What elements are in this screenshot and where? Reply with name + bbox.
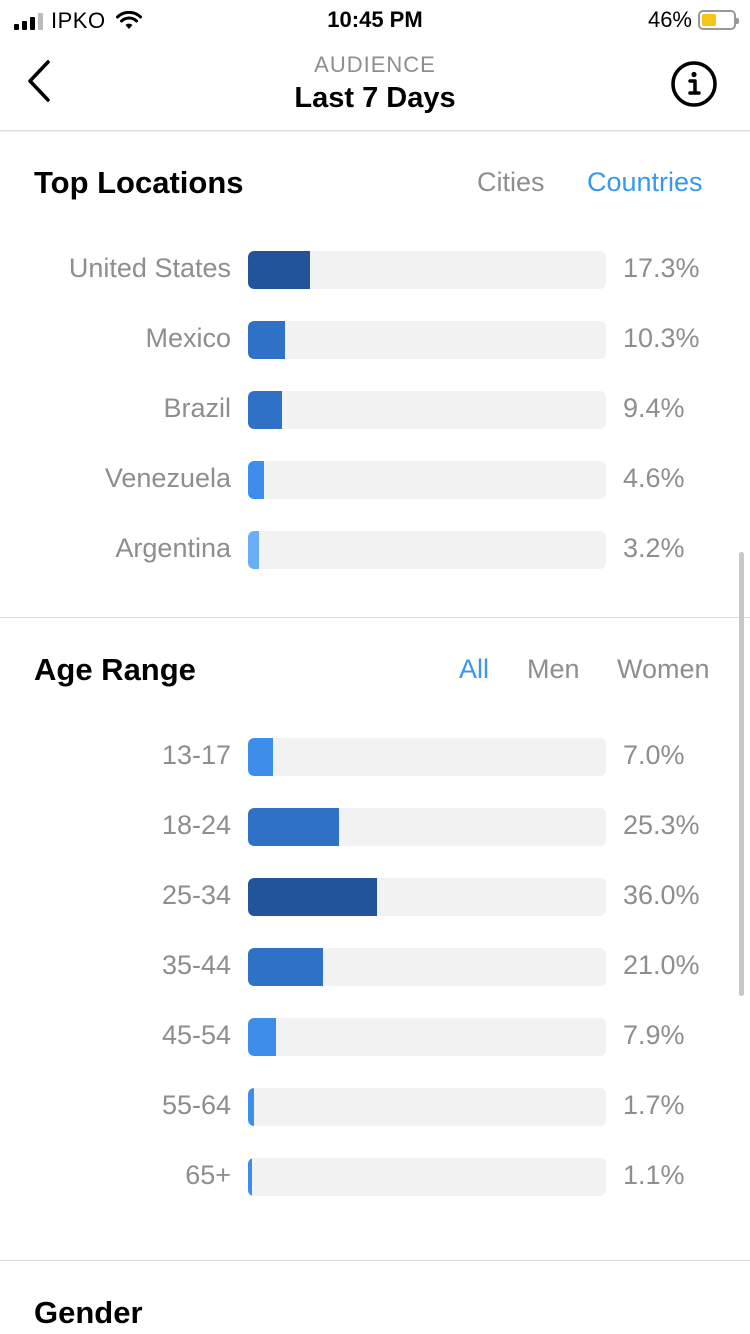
age-bar-track <box>248 1088 606 1126</box>
age-bar-fill <box>248 1088 254 1126</box>
age-bar-track <box>248 808 606 846</box>
nav-divider <box>0 131 750 132</box>
location-row: United States 17.3% <box>0 251 750 289</box>
age-bar-track <box>248 738 606 776</box>
age-range-title: Age Range <box>34 652 196 687</box>
location-bar-track <box>248 531 606 569</box>
battery-level <box>702 14 716 26</box>
age-label: 25-34 <box>161 880 231 910</box>
age-bar-fill <box>248 1158 252 1196</box>
location-row: Brazil 9.4% <box>0 391 750 429</box>
location-percent: 4.6% <box>623 463 685 493</box>
nav-subtitle: AUDIENCE <box>314 52 436 77</box>
age-percent: 1.7% <box>623 1090 685 1120</box>
scrollbar[interactable] <box>739 552 744 996</box>
age-percent: 7.0% <box>623 740 685 770</box>
age-bar-fill <box>248 738 273 776</box>
info-button[interactable] <box>670 60 718 108</box>
info-icon <box>671 61 717 107</box>
tab-women[interactable]: Women <box>617 654 710 684</box>
age-row: 45-54 7.9% <box>0 1018 750 1056</box>
age-label: 65+ <box>185 1160 231 1190</box>
location-bar-track <box>248 391 606 429</box>
age-row: 25-34 36.0% <box>0 878 750 916</box>
age-percent: 1.1% <box>623 1160 685 1190</box>
age-bar-track <box>248 878 606 916</box>
carrier-name: IPKO <box>51 8 106 33</box>
tab-men[interactable]: Men <box>527 654 580 684</box>
location-bar-fill <box>248 391 282 429</box>
age-row: 18-24 25.3% <box>0 808 750 846</box>
battery-cap <box>736 18 739 24</box>
battery-icon <box>698 10 739 30</box>
age-bar-track <box>248 948 606 986</box>
location-percent: 3.2% <box>623 533 685 563</box>
age-bar-fill <box>248 808 339 846</box>
location-bar-fill <box>248 321 285 359</box>
clock: 10:45 PM <box>327 7 423 32</box>
back-button[interactable] <box>22 58 62 104</box>
location-percent: 9.4% <box>623 393 685 423</box>
chevron-left-icon <box>28 60 50 102</box>
section-divider <box>0 617 750 618</box>
age-bar-track <box>248 1018 606 1056</box>
location-label: Mexico <box>145 323 231 353</box>
location-row: Venezuela 4.6% <box>0 461 750 499</box>
age-row: 35-44 21.0% <box>0 948 750 986</box>
age-bar-fill <box>248 878 377 916</box>
age-label: 35-44 <box>161 950 231 980</box>
location-percent: 10.3% <box>623 323 700 353</box>
top-locations-title: Top Locations <box>34 165 244 200</box>
location-label: Venezuela <box>104 463 231 493</box>
location-bar-fill <box>248 531 259 569</box>
battery-percent: 46% <box>647 7 692 32</box>
status-bar: IPKO 10:45 PM 46% <box>0 0 750 40</box>
location-bar-track <box>248 321 606 359</box>
age-bar-fill <box>248 1018 276 1056</box>
age-label: 13-17 <box>161 740 231 770</box>
location-row: Mexico 10.3% <box>0 321 750 359</box>
location-label: Brazil <box>163 393 231 423</box>
age-bar-track <box>248 1158 606 1196</box>
status-left: IPKO <box>14 8 142 34</box>
location-label: United States <box>68 253 231 283</box>
age-row: 55-64 1.7% <box>0 1088 750 1126</box>
age-bar-fill <box>248 948 323 986</box>
signal-icon <box>14 12 43 30</box>
tab-all[interactable]: All <box>459 654 490 684</box>
age-row: 13-17 7.0% <box>0 738 750 776</box>
age-percent: 7.9% <box>623 1020 685 1050</box>
nav-header: AUDIENCE Last 7 Days <box>0 40 750 131</box>
gender-title: Gender <box>34 1295 143 1330</box>
location-percent: 17.3% <box>623 253 700 283</box>
location-row: Argentina 3.2% <box>0 531 750 569</box>
location-bar-track <box>248 461 606 499</box>
tab-cities[interactable]: Cities <box>477 167 545 197</box>
location-label: Argentina <box>115 533 231 563</box>
location-bar-fill <box>248 461 264 499</box>
page-title: Last 7 Days <box>294 82 456 114</box>
section-divider <box>0 1260 750 1261</box>
status-right: 46% <box>647 7 739 33</box>
age-row: 65+ 1.1% <box>0 1158 750 1196</box>
age-percent: 21.0% <box>623 950 700 980</box>
age-label: 55-64 <box>161 1090 231 1120</box>
age-label: 45-54 <box>161 1020 231 1050</box>
location-bar-track <box>248 251 606 289</box>
tab-countries[interactable]: Countries <box>587 167 703 197</box>
location-bar-fill <box>248 251 310 289</box>
age-label: 18-24 <box>161 810 231 840</box>
age-percent: 25.3% <box>623 810 700 840</box>
wifi-icon <box>115 11 142 29</box>
age-percent: 36.0% <box>623 880 700 910</box>
